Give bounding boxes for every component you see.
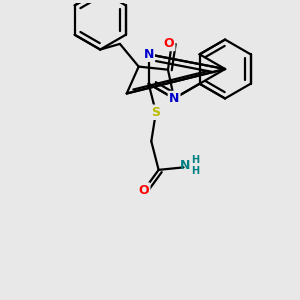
Text: N: N [143, 48, 154, 61]
Text: N: N [169, 92, 179, 105]
Text: O: O [139, 184, 149, 196]
Text: H: H [191, 155, 199, 165]
Text: N: N [180, 158, 190, 172]
Text: H: H [191, 166, 199, 176]
Text: O: O [164, 37, 174, 50]
Text: S: S [152, 106, 160, 119]
